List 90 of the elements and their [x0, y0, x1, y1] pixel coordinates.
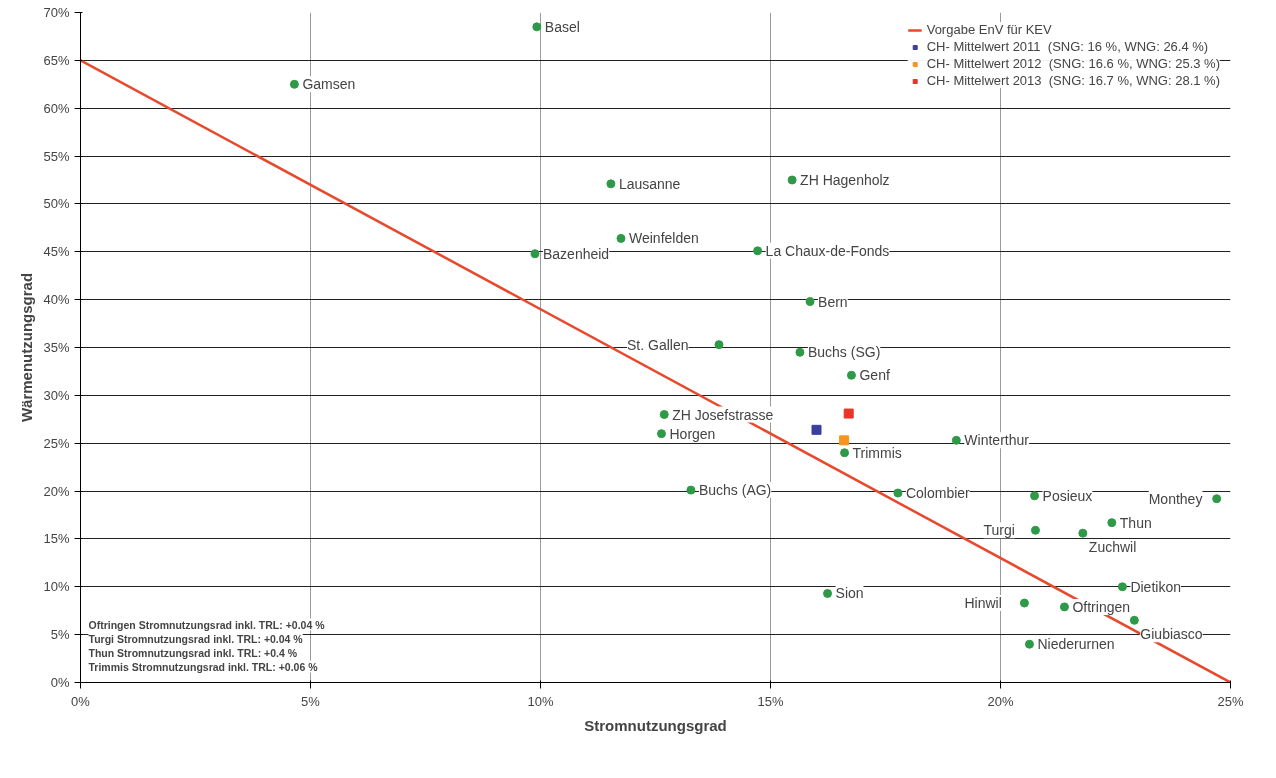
annotation: Turgi Stromnutzungsrad inkl. TRL: +0.04 % [88, 632, 304, 645]
y-tick-label: 60% [43, 100, 70, 116]
y-tick-label: 20% [43, 483, 70, 499]
x-tick-label: 15% [757, 693, 784, 709]
annotation: Oftringen Stromnutzungsrad inkl. TRL: +0.04 % [88, 618, 326, 631]
annotation: Thun [1119, 514, 1152, 531]
y-tick-label: 30% [43, 387, 70, 403]
point [289, 79, 299, 89]
annotation: Genf [859, 367, 890, 384]
point [839, 435, 850, 446]
point [843, 408, 854, 419]
point [530, 249, 540, 259]
point [811, 424, 822, 435]
annotation: Gamsen [302, 76, 356, 93]
annotation: La Chaux-de-Fonds [765, 242, 890, 259]
x-axis-title: Stromnutzungsgrad [584, 716, 727, 734]
point [753, 246, 763, 256]
point [1212, 494, 1222, 504]
y-tick-label: 65% [43, 52, 70, 68]
point [1117, 582, 1127, 592]
annotation: Dietikon [1130, 578, 1181, 595]
x-tick-label: 0% [71, 693, 91, 709]
y-tick-label: 70% [43, 5, 70, 20]
annotation: ZH Hagenholz [800, 172, 890, 188]
annotation: ZH Josefstrasse [672, 406, 774, 423]
annotation: Niederurnen [1037, 636, 1115, 653]
point [656, 429, 666, 439]
point [1030, 525, 1040, 535]
y-tick-label: 25% [43, 435, 70, 451]
annotation: Oftringen [1072, 598, 1131, 615]
legend-label: Vorgabe EnV für KEV [926, 22, 1052, 37]
annotation: Zuchwil [1088, 539, 1137, 556]
legend-label: CH- Mittelwert 2011 (SNG: 16 %, WNG: 26.4 %) [926, 39, 1209, 54]
y-tick-label: 50% [43, 196, 70, 212]
annotation: Colombier [905, 484, 971, 501]
point [686, 485, 696, 495]
point [606, 179, 616, 189]
point [846, 370, 856, 380]
annotation: Hinwil [964, 595, 1002, 612]
point [1107, 518, 1117, 528]
point [1129, 615, 1139, 625]
annotation: Monthey [1148, 490, 1203, 507]
annotation: Weinfelden [629, 230, 699, 247]
y-tick-label: 5% [50, 627, 70, 643]
y-tick-label: 10% [43, 579, 70, 595]
x-tick-label: 25% [1217, 693, 1244, 709]
point [1024, 639, 1034, 649]
point [1078, 528, 1088, 538]
annotation: Buchs (SG) [807, 344, 881, 361]
point [659, 410, 669, 419]
annotation: Turgi [983, 522, 1015, 539]
annotation: Lausanne [618, 175, 681, 192]
point [805, 297, 815, 307]
annotation: Winterthur [964, 432, 1030, 449]
point [951, 435, 961, 445]
annotation: Bazenheid [542, 245, 610, 262]
x-tick-label: 10% [527, 693, 554, 709]
point [840, 448, 850, 458]
point [714, 340, 724, 350]
annotation: Horgen [669, 425, 716, 442]
point [1019, 598, 1029, 608]
x-tick-label: 5% [301, 693, 321, 709]
annotation: Thun Stromnutzungsrad inkl. TRL: +0.4 % [88, 646, 298, 659]
point [1059, 602, 1069, 612]
point [616, 233, 626, 243]
point [893, 488, 903, 498]
x-tick-label: 20% [987, 693, 1014, 709]
annotation: Sion [835, 585, 864, 602]
y-tick-label: 45% [43, 244, 70, 260]
point [787, 175, 797, 185]
point [795, 347, 805, 357]
annotation: Bern [818, 293, 848, 310]
y-tick-label: 55% [43, 148, 70, 164]
annotation: Giubiasco [1140, 626, 1203, 643]
point [532, 22, 542, 32]
point [823, 588, 833, 598]
legend-label: CH- Mittelwert 2012 (SNG: 16.6 %, WNG: 25.3 %) [926, 56, 1220, 71]
point [1030, 491, 1040, 501]
legend-label: CH- Mittelwert 2013 (SNG: 16.7 %, WNG: 28.1 %) [926, 73, 1220, 88]
annotation: Buchs (AG) [698, 482, 772, 499]
y-tick-label: 0% [50, 675, 70, 690]
annotation: Posieux [1042, 487, 1093, 504]
y-axis-title: Wärmenutzungsgrad [18, 272, 36, 423]
y-tick-label: 15% [43, 531, 70, 547]
annotation: Trimmis [852, 444, 902, 461]
annotation: Trimmis Stromnutzungsrad inkl. TRL: +0.06 % [88, 660, 319, 673]
annotation: St. Gallen [626, 336, 689, 353]
y-tick-label: 40% [43, 292, 70, 308]
annotation: Basel [544, 18, 580, 35]
y-tick-label: 35% [43, 340, 70, 355]
